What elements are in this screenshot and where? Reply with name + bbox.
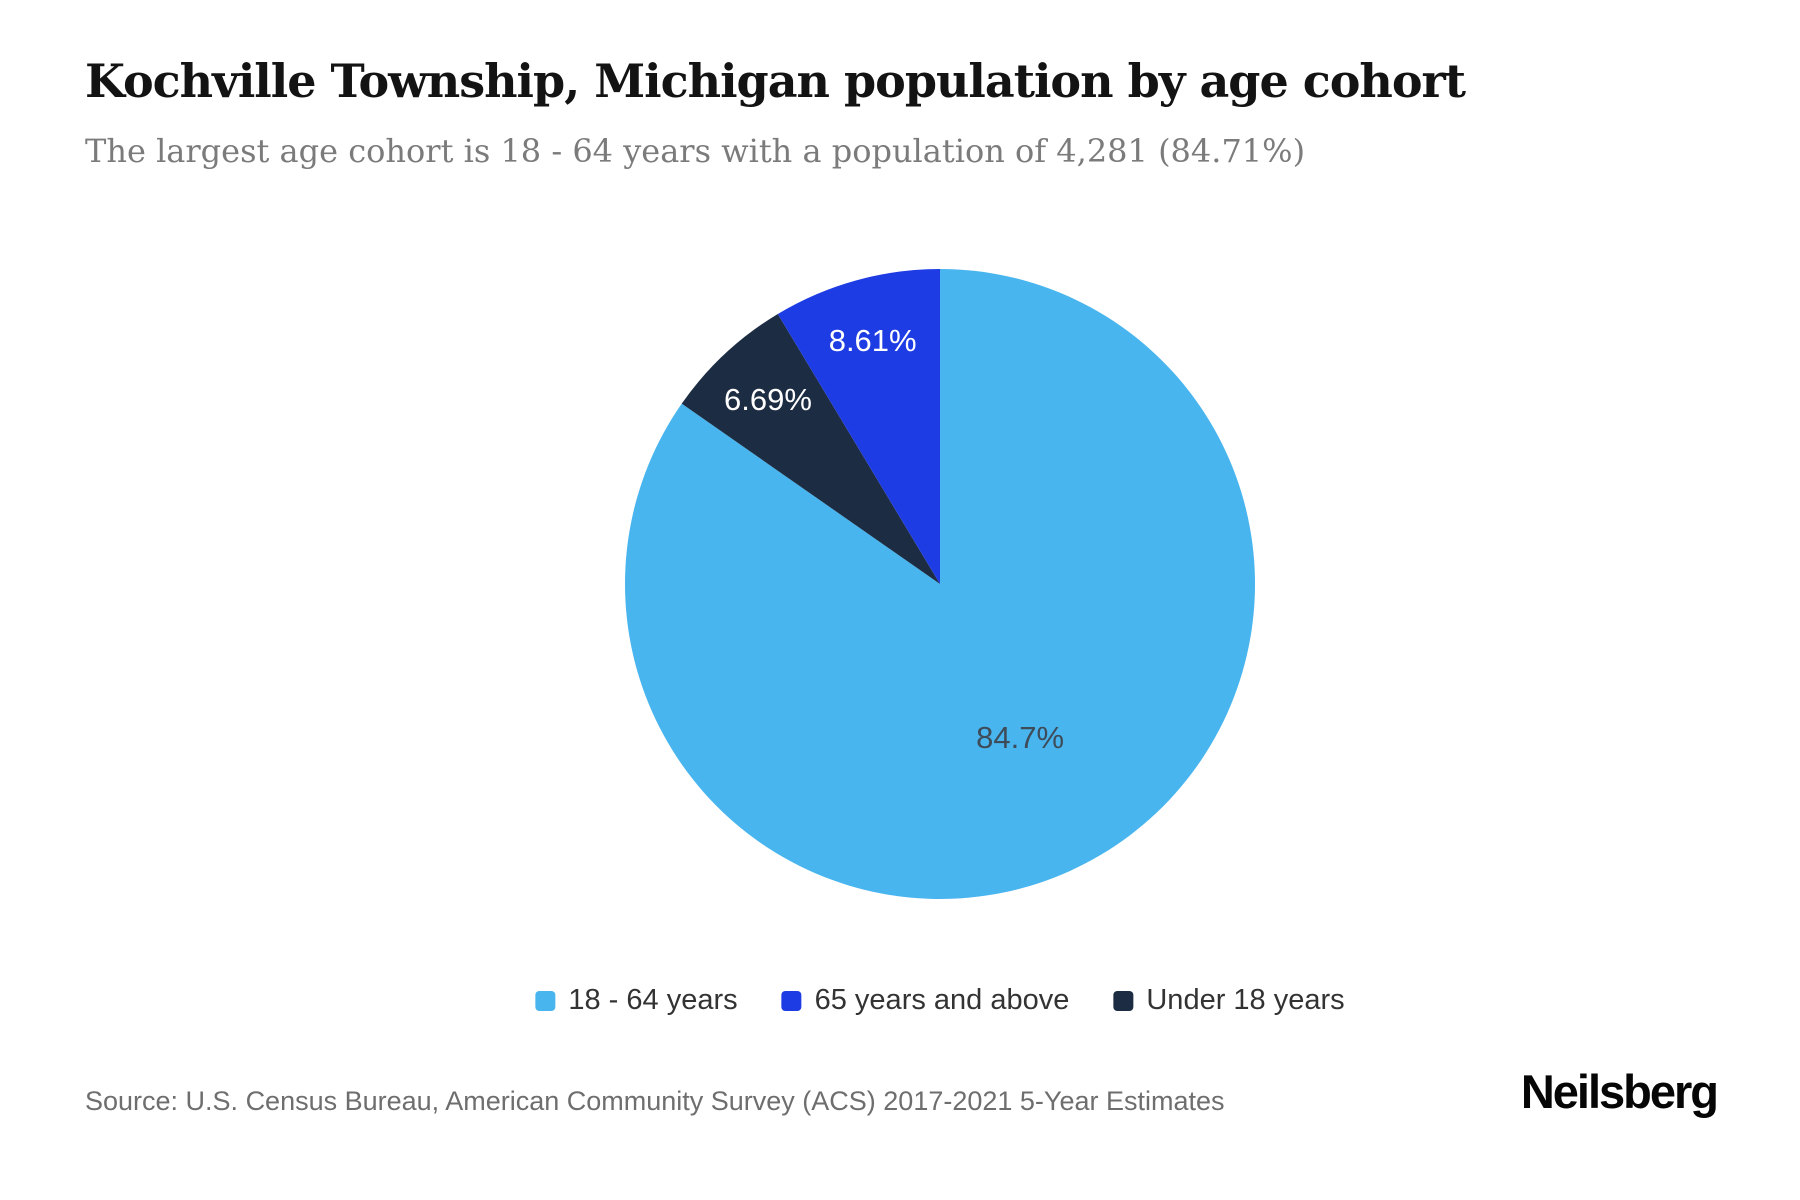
legend-label: Under 18 years: [1146, 984, 1345, 1016]
legend-swatch-icon: [781, 990, 802, 1011]
page-title: Kochville Township, Michigan population …: [85, 54, 1466, 108]
brand-logo: Neilsberg: [1520, 1065, 1719, 1118]
pie-slice-1: [681, 313, 940, 584]
pie-svg: [625, 269, 1255, 899]
legend-item: Under 18 years: [1113, 984, 1345, 1017]
legend-swatch-icon: [535, 990, 556, 1011]
legend-swatch-icon: [1113, 990, 1134, 1011]
legend-item: 18 - 64 years: [535, 984, 738, 1017]
pie-slice-0: [625, 269, 1255, 899]
source-text: Source: U.S. Census Bureau, American Com…: [85, 1086, 1225, 1116]
slice-label: 6.69%: [724, 381, 812, 417]
chart-legend: 18 - 64 years 65 years and above Under 18 …: [535, 984, 1345, 1017]
slice-label: 8.61%: [828, 323, 917, 359]
legend-label: 65 years and above: [814, 984, 1070, 1016]
pie-slice-2: [777, 269, 940, 584]
slice-label: 84.7%: [976, 719, 1065, 755]
legend-label: 18 - 64 years: [568, 984, 738, 1016]
page-subtitle: The largest age cohort is 18 - 64 years …: [85, 132, 1306, 170]
legend-item: 65 years and above: [781, 984, 1070, 1017]
pie-chart: 84.7% 6.69% 8.61%: [625, 269, 1255, 899]
